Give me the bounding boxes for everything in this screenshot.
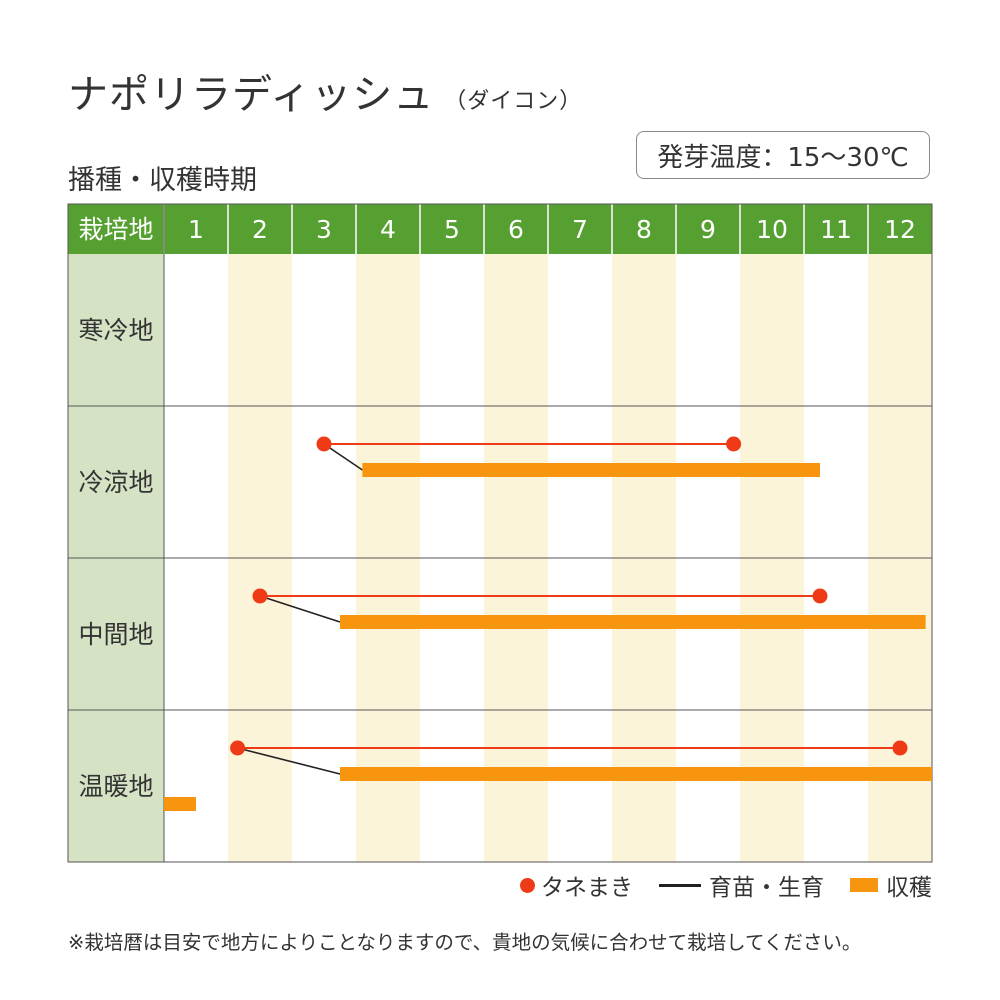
growing-line bbox=[259, 595, 341, 623]
sowing-end-dot bbox=[812, 588, 828, 604]
footnote: ※栽培暦は目安で地方によりことなりますので、貴地の気候に合わせて栽培してください… bbox=[68, 931, 862, 954]
month-label: 12 bbox=[884, 215, 916, 244]
month-label: 8 bbox=[636, 215, 652, 244]
harvest-bar bbox=[340, 767, 932, 781]
region-cell bbox=[68, 710, 164, 862]
month-label: 11 bbox=[820, 215, 852, 244]
chart-header bbox=[68, 204, 932, 254]
region-label: 冷涼地 bbox=[78, 468, 153, 497]
sowing-start-dot bbox=[316, 436, 332, 452]
region-cell bbox=[68, 406, 164, 558]
legend-harvest: 収穫 bbox=[850, 868, 932, 902]
legend-sowing-marker bbox=[520, 877, 535, 893]
legend-sowing-label: タネまき bbox=[541, 875, 633, 901]
legend-growing-marker bbox=[659, 883, 701, 887]
chart-border bbox=[67, 203, 933, 863]
sowing-end-dot bbox=[726, 436, 742, 452]
germination-temp-badge: 発芽温度：15～30℃ bbox=[636, 131, 930, 179]
legend: タネまき 育苗・生育 収穫 bbox=[494, 868, 932, 902]
region-label: 中間地 bbox=[78, 620, 153, 649]
legend-sowing: タネまき bbox=[520, 868, 633, 902]
month-label: 9 bbox=[700, 215, 716, 244]
month-label: 3 bbox=[316, 215, 332, 244]
page-title: ナポリラディッシュ （ダイコン） bbox=[68, 62, 582, 120]
legend-harvest-label: 収穫 bbox=[886, 875, 932, 901]
region-cell bbox=[68, 558, 164, 710]
title-text: ナポリラディッシュ bbox=[68, 72, 435, 118]
sowing-start-dot bbox=[252, 588, 268, 604]
region-label: 寒冷地 bbox=[78, 316, 153, 345]
legend-growing: 育苗・生育 bbox=[659, 868, 824, 902]
month-label: 5 bbox=[444, 215, 460, 244]
harvest-bar bbox=[164, 797, 196, 811]
header-label: 栽培地 bbox=[78, 215, 153, 244]
legend-growing-label: 育苗・生育 bbox=[709, 875, 824, 901]
month-label: 4 bbox=[380, 215, 396, 244]
month-label: 10 bbox=[756, 215, 788, 244]
growing-line bbox=[323, 443, 363, 471]
region-label: 温暖地 bbox=[78, 772, 153, 801]
harvest-bar bbox=[362, 463, 820, 477]
month-label: 1 bbox=[188, 215, 204, 244]
section-title: 播種・収穫時期 bbox=[68, 165, 257, 196]
harvest-bar bbox=[340, 615, 926, 629]
month-label: 6 bbox=[508, 215, 524, 244]
sowing-end-dot bbox=[892, 740, 908, 756]
growing-line bbox=[237, 747, 341, 775]
region-cell bbox=[68, 254, 164, 406]
title-subtitle: （ダイコン） bbox=[444, 89, 583, 114]
month-label: 7 bbox=[572, 215, 588, 244]
month-label: 2 bbox=[252, 215, 268, 244]
sowing-start-dot bbox=[230, 740, 246, 756]
legend-harvest-marker bbox=[850, 878, 878, 892]
